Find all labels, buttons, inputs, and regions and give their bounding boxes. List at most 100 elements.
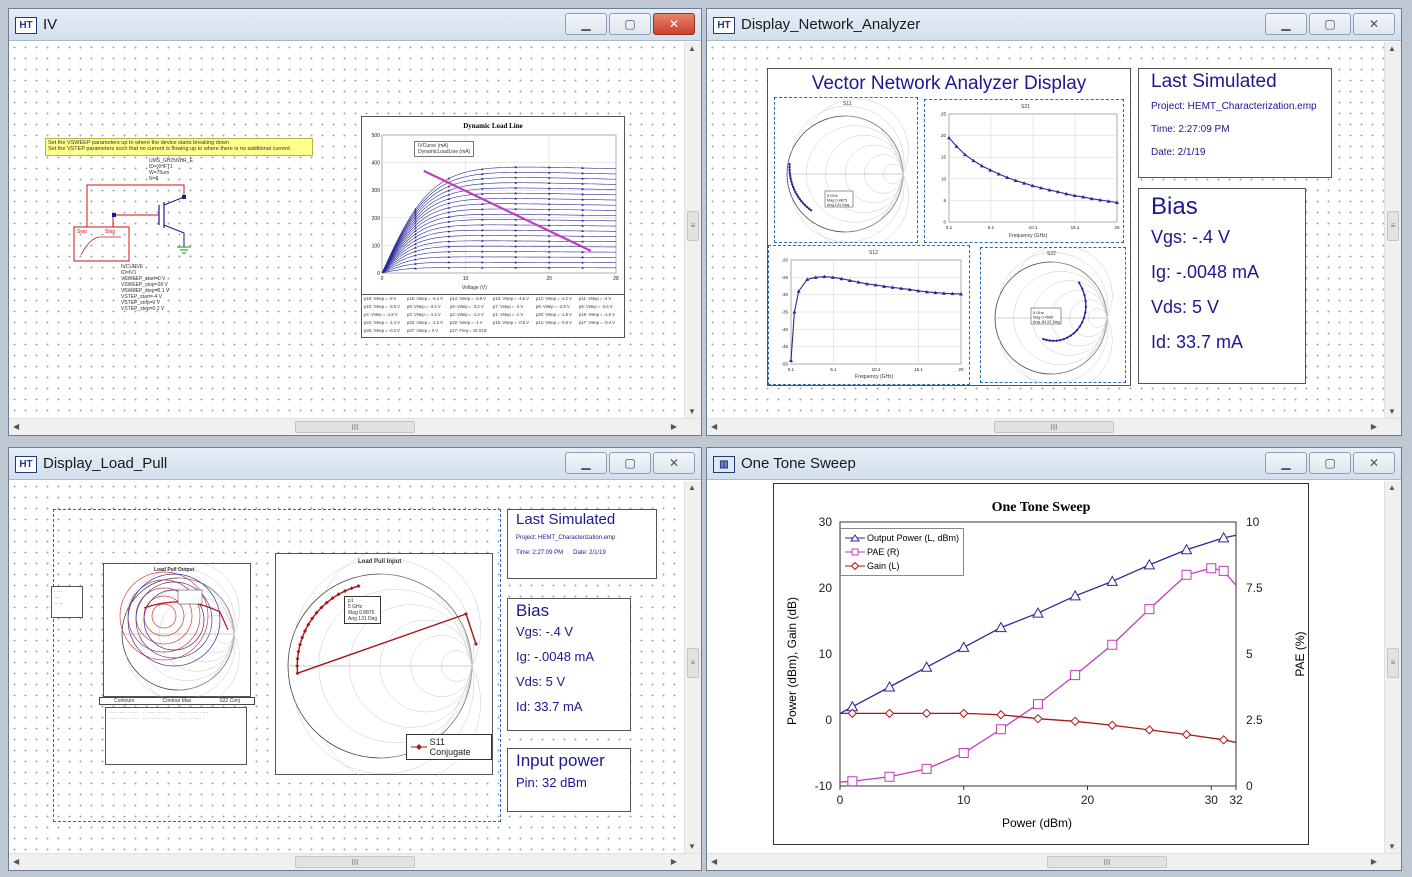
scroll-thumb[interactable]: ≡ — [1387, 648, 1399, 679]
s11-point — [803, 204, 807, 207]
ots-point-2 — [1144, 725, 1155, 735]
minimize-button[interactable]: ▁ — [565, 452, 607, 474]
close-button[interactable]: ✕ — [1353, 13, 1395, 35]
load-pull-input-chart[interactable]: Load Pull Input p1 5 GHz Mag 0.8875 Ang … — [275, 546, 493, 786]
scroll-thumb[interactable]: III — [295, 421, 415, 433]
load-pull-output-chart[interactable]: Load Pull Output — [103, 561, 251, 707]
lp-input-power: Input power Pin: 32 dBm — [507, 748, 631, 812]
s22-marker-text: Mag 0.4585 — [1033, 316, 1053, 320]
vertical-scrollbar[interactable]: ▲ ≡ ▼ — [1384, 481, 1401, 853]
iv-curve — [381, 198, 617, 274]
iv-curve — [381, 208, 617, 274]
lpi-x-arc — [435, 592, 473, 667]
dynamic-load-line-chart[interactable]: Dynamic Load Line Voltage (V) 500 400 300 2… — [361, 116, 625, 296]
loadpull-titlebar[interactable]: HT Display_Load_Pull ▁ ▢ ✕ — [9, 448, 701, 480]
close-button[interactable]: ✕ — [653, 452, 695, 474]
ots-point-1 — [921, 763, 932, 774]
vertical-scrollbar[interactable]: ▲ ≡ ▼ — [684, 42, 701, 418]
s22-point — [1075, 328, 1079, 332]
iv-y-tick: 400 — [372, 161, 381, 167]
vna-titlebar[interactable]: HT Display_Network_Analyzer ▁ ▢ ✕ — [707, 9, 1401, 41]
note-line-1: Set the VSWEEP parameters up to where th… — [48, 140, 229, 146]
scroll-thumb[interactable]: ≡ — [687, 211, 699, 242]
s21-chart[interactable]: 0.1 5.1 10.1 15.1 20 25 20 15 10 5 0 S21 Frequency… — [924, 99, 1124, 243]
scroll-thumb[interactable]: III — [295, 856, 415, 868]
lp-bias-title: Bias — [516, 601, 550, 620]
s21-x-tick: 10.1 — [1029, 225, 1038, 230]
vna-display-frame[interactable]: Vector Network Analyzer Display 5 GHz Mag… — [767, 68, 1131, 391]
lpi-point — [295, 656, 300, 661]
s22-chart[interactable]: 5 GHz Mag 0.4585 Ang -81.57 Deg S22 — [980, 245, 1126, 391]
lpi-x-arc — [294, 665, 474, 775]
scroll-thumb[interactable]: ≡ — [687, 648, 699, 679]
maximize-button[interactable]: ▢ — [1309, 452, 1351, 474]
iv-point — [414, 229, 417, 233]
vertical-scrollbar[interactable]: ▲ ≡ ▼ — [1384, 42, 1401, 418]
maximize-button[interactable]: ▢ — [609, 13, 651, 35]
iv-point — [514, 197, 518, 200]
graph-area[interactable]: 0 10 20 30 32 30 20 10 0 -10 10 7.5 5 2.5 0 One Tone S… — [707, 481, 1384, 853]
table-cell — [579, 328, 622, 336]
vertical-scrollbar[interactable]: ▲ ≡ ▼ — [684, 481, 701, 853]
horizontal-scrollbar[interactable]: ◀ III ▶ — [9, 418, 701, 435]
iv-point — [547, 218, 551, 222]
minimize-button[interactable]: ▁ — [565, 13, 607, 35]
s11-chart[interactable]: 5 GHz Mag 0.8875 Ang 131 Deg S11 — [774, 97, 918, 250]
minimize-button[interactable]: ▁ — [1265, 13, 1307, 35]
maximize-button[interactable]: ▢ — [1309, 13, 1351, 35]
loadpull-canvas[interactable]: Load Pull Output · ··· ··· ·· ··· Contours… — [9, 481, 684, 853]
s11-point — [798, 197, 801, 201]
iv-point — [547, 266, 551, 269]
horizontal-scrollbar[interactable]: ◀ III ▶ — [707, 853, 1401, 870]
horizontal-scrollbar[interactable]: ◀ III ▶ — [707, 418, 1401, 435]
one-tone-sweep-chart[interactable]: 0 10 20 30 32 30 20 10 0 -10 10 7.5 5 2.5 0 One Tone S… — [773, 483, 1309, 845]
lp-last-sim-title: Last Simulated — [516, 511, 616, 528]
schematic-canvas[interactable]: Set the VSWEEP parameters up to where th… — [9, 42, 684, 418]
last-sim-time: Time: 2:27:09 PM — [1151, 124, 1230, 135]
lp-last-sim-time: Time: 2:27:09 PM — [516, 550, 564, 556]
iv-point — [514, 186, 518, 189]
table-cell: p17: Vstep = -0.4 V — [579, 320, 615, 325]
s12-point — [916, 288, 921, 293]
iv-point — [547, 245, 551, 248]
iv-schematic[interactable] — [69, 177, 209, 262]
bias-title: Bias — [1151, 193, 1198, 220]
vna-canvas[interactable]: Vector Network Analyzer Display 5 GHz Mag… — [707, 42, 1384, 418]
iv-point — [480, 244, 484, 248]
iv-titlebar[interactable]: HT IV ▁ ▢ ✕ — [9, 9, 701, 41]
ots-point-1 — [847, 776, 858, 787]
iv-point — [447, 235, 451, 238]
maximize-button[interactable]: ▢ — [609, 452, 651, 474]
iv-point — [514, 239, 518, 242]
ots-point-0 — [1180, 543, 1193, 555]
curve-param-3: VSWEEP_start=0 V — [121, 276, 166, 282]
iv-point — [581, 261, 584, 264]
s11-x-arc — [879, 127, 904, 175]
iv-point — [414, 267, 417, 270]
s22-x-arc — [1084, 317, 1108, 363]
iv-point — [447, 211, 451, 214]
scroll-thumb[interactable]: III — [1047, 856, 1167, 868]
s12-chart[interactable]: 0.1 5.1 10.1 15.1 20 -20 -25 -30 -35 -40 -45 -50 S1… — [768, 245, 970, 385]
scroll-thumb[interactable]: III — [994, 421, 1114, 433]
iv-window: HT IV ▁ ▢ ✕ Set the VSWEEP parameters up… — [8, 8, 702, 436]
s21-x-tick: 5.1 — [988, 225, 995, 230]
iv-point — [480, 234, 484, 237]
scroll-thumb[interactable]: ≡ — [1387, 211, 1399, 242]
bias-ig: Ig: -.0048 mA — [1151, 262, 1260, 282]
note-box[interactable]: Set the VSWEEP parameters up to where th… — [45, 138, 313, 156]
s22-point — [1072, 331, 1076, 335]
close-button[interactable]: ✕ — [1353, 452, 1395, 474]
ots-point-1 — [995, 724, 1006, 735]
x-axis-label: Power (dBm) — [1002, 816, 1073, 830]
s21-point — [1115, 200, 1119, 205]
horizontal-scrollbar[interactable]: ◀ III ▶ — [9, 853, 701, 870]
ots-point-2 — [1218, 735, 1229, 745]
close-button[interactable]: ✕ — [653, 13, 695, 35]
onetone-titlebar[interactable]: ▥ One Tone Sweep ▁ ▢ ✕ — [707, 448, 1401, 480]
s21-point — [1081, 194, 1086, 199]
minimize-button[interactable]: ▁ — [1265, 452, 1307, 474]
s12-point — [789, 358, 793, 363]
ots-point-0 — [1069, 589, 1081, 601]
table-cell: p9: Vstep = -3.4 V — [407, 304, 441, 309]
